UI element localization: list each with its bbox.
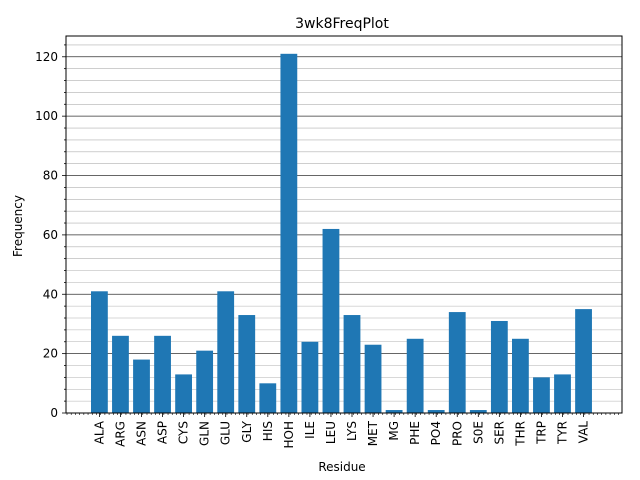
x-tick-label-mg: MG <box>387 421 401 441</box>
x-tick-label-val: VAL <box>577 421 591 444</box>
x-tick-label-leu: LEU <box>324 421 338 444</box>
x-tick-label-po4: PO4 <box>429 421 443 445</box>
y-axis: 0 20 40 60 80 100 120 <box>35 44 66 420</box>
x-tick-label-gly: GLY <box>240 420 254 442</box>
x-tick-label-gln: GLN <box>198 421 212 446</box>
plot-frame <box>65 35 623 414</box>
x-tick-label-his: HIS <box>261 421 275 441</box>
bar-lys <box>343 315 361 413</box>
bar-ile <box>301 341 319 413</box>
bar-leu <box>322 228 340 413</box>
bar-thr <box>512 338 529 413</box>
x-tick-label-asp: ASP <box>156 421 170 444</box>
bars <box>91 53 592 413</box>
bar-ser <box>490 320 508 413</box>
bar-gly <box>238 315 256 413</box>
x-tick-label-cys: CYS <box>177 421 191 444</box>
y-tick-label: 100 <box>35 109 58 123</box>
x-tick-label-ile: ILE <box>303 421 317 439</box>
x-tick-label-arg: ARG <box>113 421 127 447</box>
x-tick-label-hoh: HOH <box>282 421 296 449</box>
bar-met <box>364 344 382 413</box>
bar-s0e <box>469 410 487 413</box>
bar-tyr <box>554 374 571 413</box>
x-tick-label-met: MET <box>366 420 380 446</box>
y-tick-label: 20 <box>43 347 58 361</box>
x-tick-label-asn: ASN <box>135 421 149 446</box>
x-tick-label-pro: PRO <box>450 421 464 446</box>
x-tick-label-thr: THR <box>513 421 527 447</box>
y-tick-label: 40 <box>43 287 58 301</box>
chart-title: 3wk8FreqPlot <box>295 16 389 32</box>
x-axis-label: Residue <box>318 460 365 474</box>
bar-arg <box>112 335 129 413</box>
x-tick-label-ser: SER <box>492 421 506 445</box>
y-tick-label: 120 <box>35 50 58 64</box>
x-tick-label-tyr: TYR <box>556 421 570 445</box>
bar-mg <box>385 410 403 413</box>
bar-phe <box>406 338 424 413</box>
y-axis-label: Frequency <box>11 195 25 257</box>
x-tick-label-ala: ALA <box>92 420 106 444</box>
bar-his <box>259 383 277 413</box>
y-tick-label: 80 <box>43 169 58 183</box>
bar-po4 <box>427 410 445 413</box>
bar-val <box>575 309 592 413</box>
bar-asn <box>133 359 150 413</box>
y-tick-label: 60 <box>43 228 58 242</box>
x-tick-label-lys: LYS <box>345 421 359 441</box>
bar-pro <box>448 312 466 413</box>
bar-glu <box>217 291 235 413</box>
y-tick-label: 0 <box>50 406 58 420</box>
bar-ala <box>91 291 108 413</box>
bar-gln <box>196 350 214 413</box>
bar-cys <box>175 374 192 413</box>
x-tick-label-phe: PHE <box>408 421 422 445</box>
x-tick-label-glu: GLU <box>219 421 233 445</box>
x-axis: ALA ARG ASN ASP CYS GLN GLU GLY HIS HOH ILE LEU LYS M… <box>66 413 619 449</box>
x-tick-label-s0e: S0E <box>471 421 485 444</box>
bar-hoh <box>280 53 298 413</box>
x-tick-label-trp: TRP <box>534 421 548 445</box>
bar-trp <box>533 377 550 413</box>
bar-asp <box>154 335 171 413</box>
